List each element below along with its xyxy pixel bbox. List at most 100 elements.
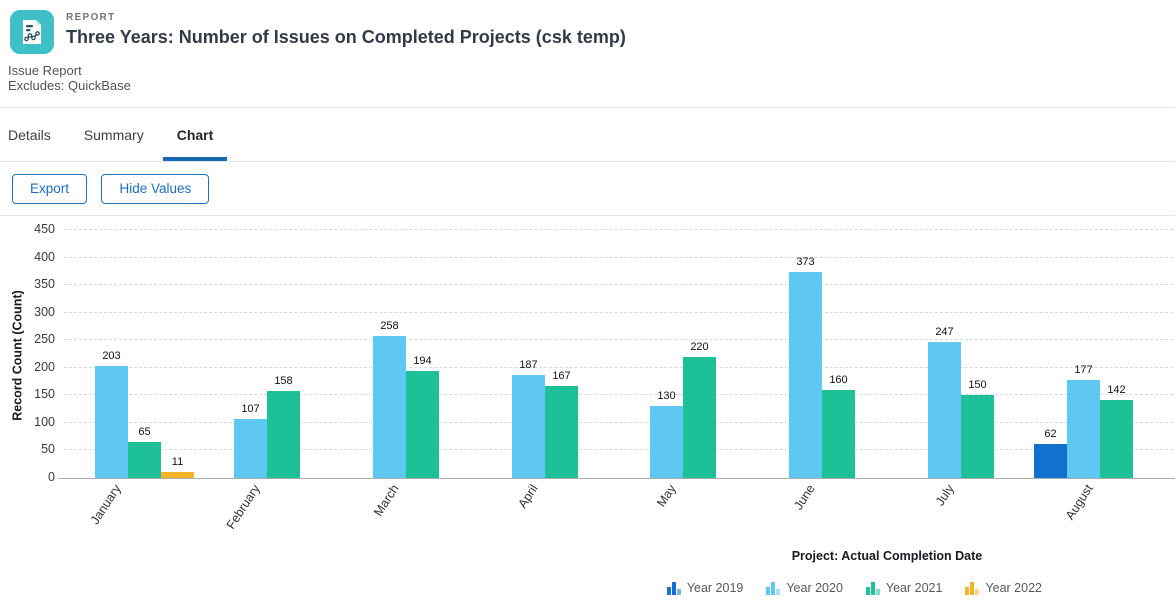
report-kicker: REPORT <box>66 12 116 23</box>
bar-value-label: 194 <box>413 355 432 367</box>
bar-value-label: 160 <box>829 374 848 386</box>
bar-value-label: 150 <box>968 379 987 391</box>
bar-value-label: 130 <box>657 390 676 402</box>
bar-group-february: 107 158 <box>201 230 333 478</box>
bar-january-year-2022[interactable] <box>161 472 194 478</box>
legend-item-year-2019[interactable]: Year 2019 <box>666 581 744 595</box>
bar-chart: Record Count (Count) 0 50 100 150 200 250 300 3… <box>0 216 1175 605</box>
chart-toolbar: Export Hide Values <box>0 162 1175 216</box>
legend-bar-chart-icon <box>865 581 880 595</box>
report-chart-icon-glyph <box>23 20 41 44</box>
bar-value-label: 65 <box>138 426 151 438</box>
bar-value-label: 107 <box>241 403 260 415</box>
legend-bar-chart-icon <box>965 581 980 595</box>
bar-group-august: 62 177 142 <box>1034 230 1166 478</box>
bar-april-year-2020[interactable] <box>512 375 545 478</box>
bar-value-label: 177 <box>1074 364 1093 376</box>
export-button[interactable]: Export <box>12 174 88 204</box>
report-header: REPORT Three Years: Number of Issues on … <box>0 0 1175 54</box>
y-axis-tick-label: 350 <box>34 277 55 292</box>
report-description-line: Issue Report <box>8 63 82 78</box>
y-axis-tick-label: 450 <box>34 222 55 236</box>
legend-item-year-2022[interactable]: Year 2022 <box>965 581 1042 595</box>
bar-march-year-2020[interactable] <box>373 336 406 478</box>
bar-group-june: 373 160 <box>756 230 888 478</box>
bar-value-label: 142 <box>1107 384 1126 396</box>
x-axis-category-label: August <box>1062 482 1096 523</box>
y-axis-tick-label: 150 <box>34 387 55 402</box>
bar-january-year-2020[interactable] <box>95 366 128 478</box>
x-axis-category-label: July <box>932 482 957 509</box>
bar-august-year-2021[interactable] <box>1100 400 1133 478</box>
gridline <box>64 339 1173 341</box>
bar-group-april: 187 167 <box>479 230 611 478</box>
bar-march-year-2021[interactable] <box>406 371 439 478</box>
legend-bar-chart-icon <box>766 581 781 595</box>
y-axis-tick-label: 250 <box>34 332 55 347</box>
legend-label: Year 2022 <box>985 581 1042 595</box>
x-axis-category-label: March <box>371 482 402 519</box>
bar-value-label: 11 <box>171 456 184 468</box>
bar-may-year-2020[interactable] <box>650 406 683 478</box>
bar-value-label: 258 <box>380 320 399 332</box>
gridline <box>64 229 1173 230</box>
hide-values-button[interactable]: Hide Values <box>101 174 210 204</box>
report-description: Issue Report Excludes: QuickBase <box>0 54 1175 93</box>
bar-july-year-2021[interactable] <box>961 395 994 478</box>
report-tab-bar: Details Summary Chart <box>0 107 1175 162</box>
report-description-line: Excludes: QuickBase <box>8 78 131 93</box>
x-axis-title: Project: Actual Completion Date <box>791 549 983 563</box>
bar-february-year-2020[interactable] <box>234 419 267 478</box>
tab-details[interactable]: Details <box>8 126 51 143</box>
bar-value-label: 203 <box>102 350 121 362</box>
legend-bar-chart-icon <box>666 581 681 595</box>
gridline <box>64 256 1173 258</box>
bar-group-march: 258 194 <box>340 230 472 478</box>
bar-value-label: 373 <box>796 256 815 268</box>
x-axis-category-label: May <box>654 482 679 510</box>
tab-chart[interactable]: Chart <box>162 108 228 161</box>
y-axis-tick-label: 100 <box>34 414 55 429</box>
bar-august-year-2020[interactable] <box>1067 380 1100 478</box>
bar-value-label: 167 <box>552 370 571 382</box>
bar-group-january: 203 65 11 <box>62 230 194 478</box>
gridline <box>64 366 1173 368</box>
plot-area: 0 50 100 150 200 250 300 350 400 450 203 65 11 Januar… <box>0 222 1175 532</box>
bar-august-year-2019[interactable] <box>1034 444 1067 478</box>
gridline <box>64 449 1173 451</box>
page-title: Three Years: Number of Issues on Complet… <box>66 27 626 47</box>
gridline <box>64 311 1173 313</box>
x-axis-line <box>58 478 1175 479</box>
y-axis-tick-label: 0 <box>48 470 55 484</box>
bar-january-year-2021[interactable] <box>128 442 161 478</box>
legend-label: Year 2019 <box>686 581 744 595</box>
bar-value-label: 187 <box>519 359 538 371</box>
bar-june-year-2020[interactable] <box>789 272 822 478</box>
report-chart-icon <box>10 10 54 54</box>
bar-june-year-2021[interactable] <box>822 390 855 478</box>
legend-label: Year 2020 <box>786 581 843 595</box>
tab-summary[interactable]: Summary <box>83 126 144 143</box>
y-axis-tick-label: 50 <box>41 442 55 457</box>
bar-group-july: 247 150 <box>895 230 1027 478</box>
legend-item-year-2021[interactable]: Year 2021 <box>865 581 943 595</box>
bar-value-label: 62 <box>1044 428 1057 440</box>
bar-value-label: 158 <box>274 375 293 387</box>
gridline <box>64 421 1173 423</box>
bar-february-year-2021[interactable] <box>267 391 300 478</box>
legend-item-year-2020[interactable]: Year 2020 <box>766 581 843 595</box>
bar-may-year-2021[interactable] <box>683 357 716 478</box>
bar-july-year-2020[interactable] <box>928 342 961 478</box>
legend-label: Year 2021 <box>885 581 943 595</box>
bar-april-year-2021[interactable] <box>545 386 578 478</box>
x-axis-category-label: June <box>791 482 818 513</box>
x-axis-category-label: April <box>515 482 541 511</box>
bar-value-label: 247 <box>935 326 954 338</box>
y-axis-tick-label: 400 <box>34 249 55 264</box>
gridline <box>64 394 1173 396</box>
gridline <box>64 284 1173 286</box>
y-axis-tick-label: 200 <box>34 359 55 374</box>
chart-legend: Year 2019 Year 2020 Year 2021 Year 2022 <box>666 581 1042 595</box>
x-axis-category-label: February <box>223 482 263 532</box>
bar-value-label: 220 <box>690 341 709 353</box>
